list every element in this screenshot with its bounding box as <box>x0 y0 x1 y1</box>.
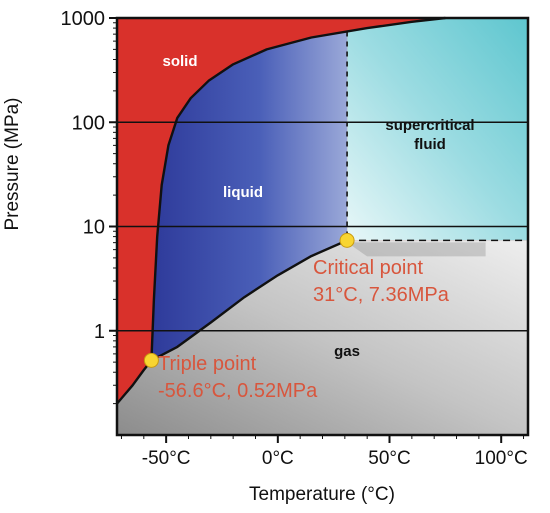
x-tick-label-100: 100°C <box>475 448 528 469</box>
region-gas-shadow <box>347 242 486 257</box>
gridlines <box>117 121 528 332</box>
y-tick-label-1: 1 <box>94 321 105 343</box>
special-points <box>143 232 355 368</box>
vaporization-curve <box>150 239 348 362</box>
triple-point-marker <box>143 352 159 368</box>
y-axis: 1 10 100 1000 <box>61 8 117 405</box>
region-label-solid: solid <box>162 53 197 70</box>
region-label-gas: gas <box>334 343 360 360</box>
point-annotations: Critical point 31°C, 7.36MPa Triple poin… <box>158 257 450 402</box>
x-tick-label--50: -50°C <box>142 448 191 469</box>
triple-point-value: -56.6°C, 0.52MPa <box>158 380 318 402</box>
x-tick-label-50: 50°C <box>368 448 410 469</box>
region-labels: solid liquid supercritical fluid gas <box>162 53 474 360</box>
region-label-supercritical: supercritical fluid <box>385 117 474 153</box>
y-axis-title: Pressure (MPa) <box>2 97 23 230</box>
region-label-liquid: liquid <box>223 184 263 201</box>
triple-point-name: Triple point <box>158 353 257 375</box>
y-tick-label-100: 100 <box>72 112 105 134</box>
critical-point-name: Critical point <box>313 257 423 279</box>
region-gas <box>117 240 528 435</box>
region-liquid <box>151 31 348 361</box>
critical-point-marker <box>339 232 355 248</box>
melting-curve <box>150 16 446 361</box>
y-tick-label-1000: 1000 <box>61 8 106 30</box>
x-axis-title: Temperature (°C) <box>249 484 395 505</box>
x-axis: -50°C 0°C 50°C 100°C <box>120 435 528 469</box>
x-tick-label-0: 0°C <box>262 448 294 469</box>
region-supercritical <box>347 18 528 241</box>
y-tick-label-10: 10 <box>83 217 105 239</box>
critical-point-value: 31°C, 7.36MPa <box>313 284 450 306</box>
